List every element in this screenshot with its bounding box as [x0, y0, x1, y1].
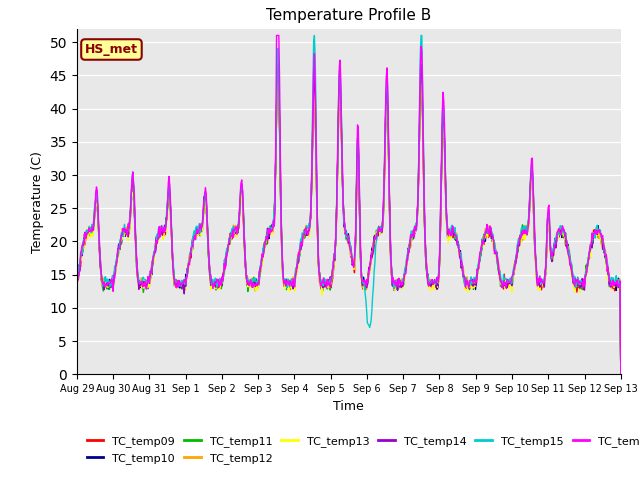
TC_temp14 — [274, 52, 282, 58]
TC_temp13 — [139, 284, 147, 289]
TC_temp13 — [274, 71, 282, 77]
TC_temp10 — [139, 278, 147, 284]
TC_temp10 — [73, 282, 81, 288]
TC_temp13 — [83, 232, 90, 238]
TC_temp10 — [223, 249, 230, 255]
TC_temp16 — [431, 280, 439, 286]
TC_temp14 — [223, 249, 230, 254]
TC_temp14 — [194, 226, 202, 232]
TC_temp13 — [223, 251, 230, 257]
X-axis label: Time: Time — [333, 400, 364, 413]
TC_temp14 — [431, 278, 439, 284]
TC_temp14 — [617, 372, 625, 377]
Line: TC_temp10: TC_temp10 — [77, 65, 621, 374]
TC_temp15 — [73, 274, 81, 280]
TC_temp14 — [73, 282, 81, 288]
TC_temp15 — [194, 228, 202, 234]
TC_temp12 — [73, 280, 81, 286]
TC_temp09 — [223, 250, 230, 256]
TC_temp15 — [431, 282, 439, 288]
TC_temp13 — [416, 135, 424, 141]
TC_temp12 — [83, 230, 90, 236]
TC_temp15 — [617, 372, 625, 377]
TC_temp11 — [83, 228, 90, 233]
TC_temp12 — [223, 252, 230, 258]
TC_temp11 — [139, 284, 147, 290]
TC_temp15 — [139, 275, 147, 281]
TC_temp13 — [194, 232, 202, 238]
TC_temp11 — [431, 281, 439, 287]
TC_temp14 — [416, 120, 424, 126]
TC_temp16 — [83, 232, 90, 238]
Title: Temperature Profile B: Temperature Profile B — [266, 9, 431, 24]
TC_temp10 — [617, 372, 625, 377]
TC_temp11 — [417, 68, 425, 74]
TC_temp16 — [194, 230, 202, 236]
TC_temp15 — [310, 33, 318, 38]
Legend: TC_temp09, TC_temp10, TC_temp11, TC_temp12, TC_temp13, TC_temp14, TC_temp15, TC_: TC_temp09, TC_temp10, TC_temp11, TC_temp… — [83, 432, 640, 468]
TC_temp16 — [617, 372, 625, 377]
TC_temp16 — [273, 33, 280, 38]
TC_temp09 — [194, 230, 202, 236]
TC_temp12 — [617, 372, 625, 377]
Line: TC_temp13: TC_temp13 — [77, 74, 621, 374]
Y-axis label: Temperature (C): Temperature (C) — [31, 151, 44, 252]
TC_temp10 — [83, 234, 90, 240]
TC_temp09 — [274, 62, 282, 68]
TC_temp10 — [274, 62, 282, 68]
Line: TC_temp11: TC_temp11 — [77, 71, 621, 374]
TC_temp12 — [417, 61, 425, 67]
TC_temp09 — [73, 277, 81, 283]
TC_temp10 — [431, 281, 439, 287]
TC_temp09 — [431, 283, 439, 288]
TC_temp12 — [139, 285, 147, 290]
TC_temp11 — [194, 231, 202, 237]
TC_temp16 — [139, 284, 147, 289]
TC_temp09 — [83, 233, 90, 239]
TC_temp11 — [617, 372, 625, 377]
TC_temp09 — [416, 130, 424, 135]
Line: TC_temp14: TC_temp14 — [77, 55, 621, 374]
TC_temp13 — [73, 282, 81, 288]
TC_temp10 — [416, 126, 424, 132]
Line: TC_temp15: TC_temp15 — [77, 36, 621, 374]
TC_temp13 — [431, 280, 439, 286]
TC_temp16 — [416, 108, 424, 114]
TC_temp12 — [431, 278, 439, 284]
TC_temp11 — [73, 277, 81, 283]
TC_temp09 — [617, 372, 625, 377]
TC_temp14 — [139, 284, 147, 289]
TC_temp11 — [223, 252, 230, 258]
TC_temp13 — [617, 372, 625, 377]
TC_temp15 — [416, 102, 424, 108]
TC_temp12 — [415, 167, 422, 173]
TC_temp09 — [139, 281, 147, 287]
Text: HS_met: HS_met — [85, 43, 138, 56]
TC_temp14 — [83, 228, 90, 234]
TC_temp15 — [83, 229, 90, 235]
TC_temp10 — [194, 231, 202, 237]
TC_temp15 — [223, 247, 230, 252]
Line: TC_temp09: TC_temp09 — [77, 65, 621, 374]
TC_temp16 — [223, 254, 230, 260]
TC_temp11 — [415, 166, 422, 172]
Line: TC_temp12: TC_temp12 — [77, 64, 621, 374]
TC_temp16 — [73, 280, 81, 286]
TC_temp12 — [194, 228, 202, 234]
Line: TC_temp16: TC_temp16 — [77, 36, 621, 374]
